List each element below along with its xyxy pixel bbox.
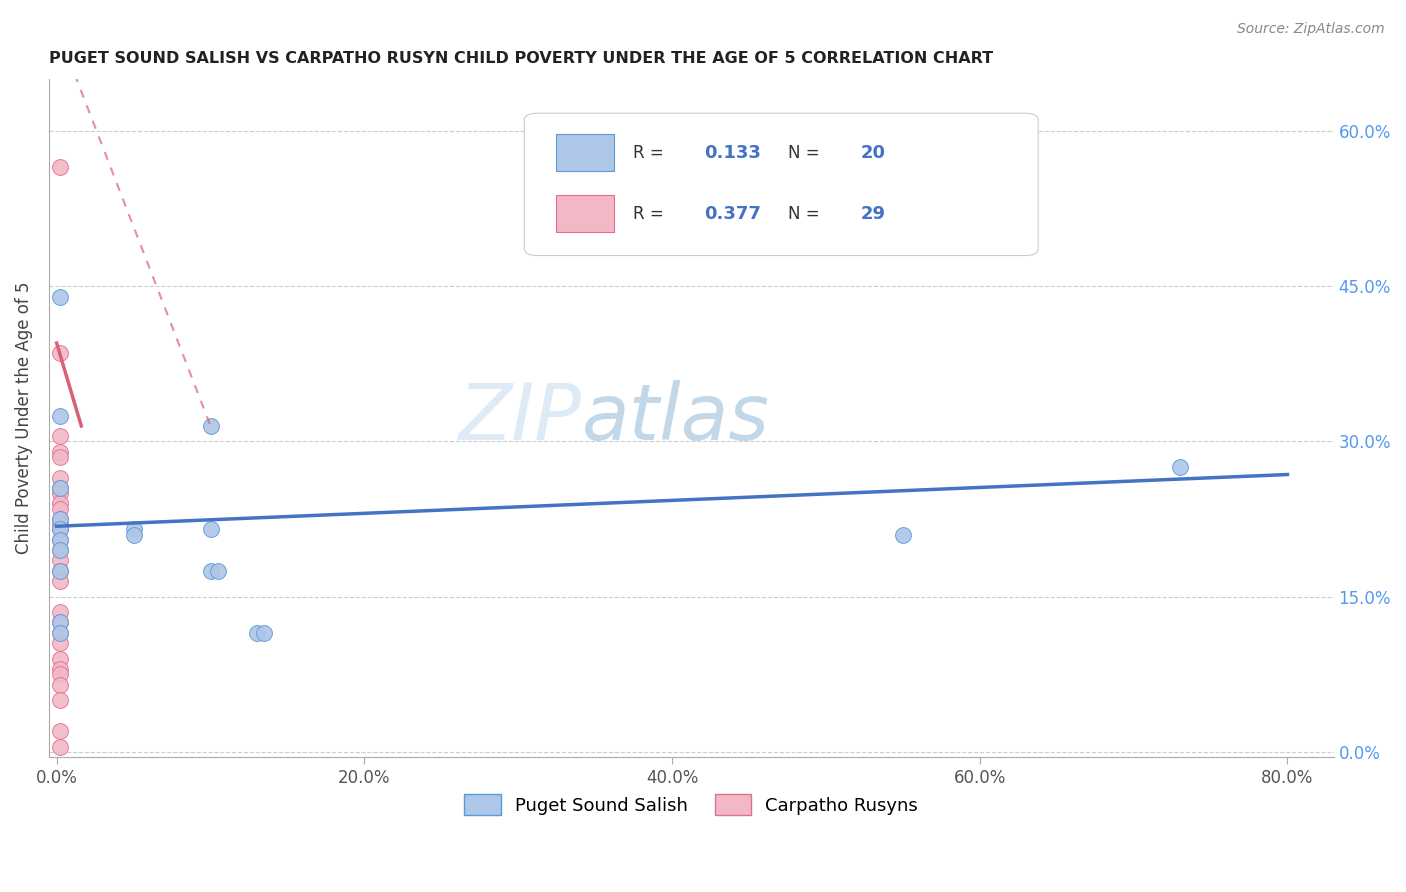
- Point: [48, 409, 70, 423]
- Text: 0.377: 0.377: [704, 204, 761, 222]
- Point: [1168, 460, 1191, 475]
- Point: [48, 481, 70, 495]
- Point: [48, 739, 70, 754]
- Point: [48, 470, 70, 484]
- Point: [48, 533, 70, 547]
- Text: 20: 20: [860, 144, 886, 161]
- Point: [48, 450, 70, 464]
- Point: [48, 290, 70, 304]
- Point: [122, 527, 145, 541]
- Text: 0.133: 0.133: [704, 144, 761, 161]
- Point: [48, 553, 70, 567]
- Point: [48, 667, 70, 681]
- Point: [48, 693, 70, 707]
- Point: [48, 625, 70, 640]
- FancyBboxPatch shape: [557, 194, 614, 232]
- Text: 29: 29: [860, 204, 886, 222]
- Point: [48, 543, 70, 558]
- Text: N =: N =: [787, 204, 824, 222]
- Point: [48, 574, 70, 588]
- Y-axis label: Child Poverty Under the Age of 5: Child Poverty Under the Age of 5: [15, 282, 32, 555]
- Point: [48, 512, 70, 526]
- Point: [48, 517, 70, 532]
- Text: ZIP: ZIP: [460, 380, 582, 456]
- FancyBboxPatch shape: [557, 134, 614, 171]
- Point: [48, 444, 70, 458]
- FancyBboxPatch shape: [524, 113, 1038, 255]
- Point: [48, 543, 70, 558]
- Text: atlas: atlas: [582, 380, 770, 456]
- Point: [48, 724, 70, 739]
- Point: [48, 677, 70, 691]
- Point: [48, 512, 70, 526]
- Point: [48, 429, 70, 443]
- Point: [246, 625, 269, 640]
- Point: [200, 564, 222, 578]
- Point: [48, 564, 70, 578]
- Point: [48, 486, 70, 500]
- Text: PUGET SOUND SALISH VS CARPATHO RUSYN CHILD POVERTY UNDER THE AGE OF 5 CORRELATIO: PUGET SOUND SALISH VS CARPATHO RUSYN CHI…: [49, 51, 993, 66]
- Point: [891, 527, 914, 541]
- Text: N =: N =: [787, 144, 824, 161]
- Point: [48, 615, 70, 630]
- Point: [48, 481, 70, 495]
- Text: Source: ZipAtlas.com: Source: ZipAtlas.com: [1237, 22, 1385, 37]
- Point: [207, 564, 229, 578]
- Point: [48, 161, 70, 175]
- Point: [48, 522, 70, 536]
- Point: [48, 651, 70, 665]
- Text: R =: R =: [634, 204, 669, 222]
- Point: [48, 533, 70, 547]
- Text: R =: R =: [634, 144, 669, 161]
- Point: [48, 522, 70, 536]
- Point: [253, 625, 276, 640]
- Point: [122, 522, 145, 536]
- Point: [48, 346, 70, 360]
- Point: [48, 662, 70, 676]
- Legend: Puget Sound Salish, Carpatho Rusyns: Puget Sound Salish, Carpatho Rusyns: [457, 787, 925, 822]
- Point: [200, 522, 222, 536]
- Point: [48, 564, 70, 578]
- Point: [200, 418, 222, 433]
- Point: [48, 496, 70, 510]
- Point: [48, 625, 70, 640]
- Point: [48, 501, 70, 516]
- Point: [48, 605, 70, 619]
- Point: [48, 615, 70, 630]
- Point: [48, 636, 70, 650]
